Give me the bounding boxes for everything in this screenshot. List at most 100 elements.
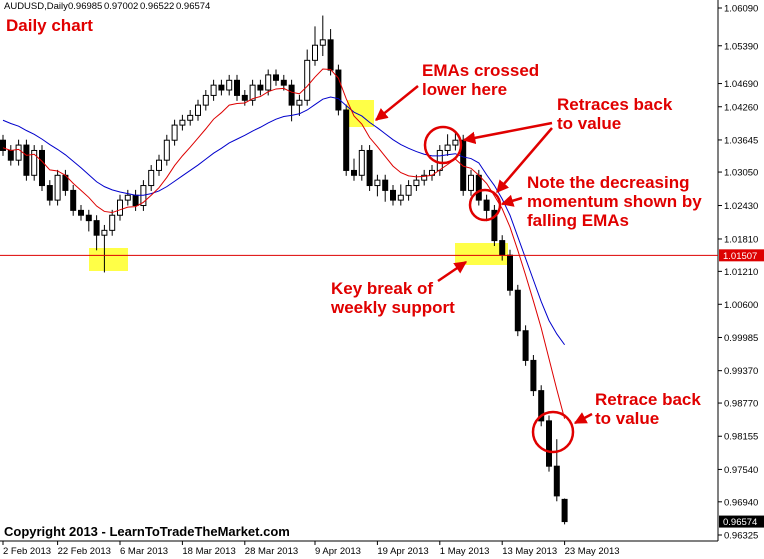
candle-body xyxy=(46,185,53,201)
y-tick-label: 0.99370 xyxy=(724,366,758,377)
candle-body xyxy=(202,94,209,106)
arrow xyxy=(573,412,593,425)
annotation: weekly support xyxy=(330,298,455,317)
circle xyxy=(468,188,502,222)
candle-body xyxy=(195,104,201,116)
y-tick-label: 1.00600 xyxy=(724,300,758,311)
candle-body xyxy=(23,144,30,176)
candle-body xyxy=(179,119,186,126)
candle-body xyxy=(561,498,568,523)
annotation: momentum shown by xyxy=(527,192,702,211)
y-tick-label: 1.05390 xyxy=(724,41,758,52)
x-tick-label: 19 Apr 2013 xyxy=(377,546,428,557)
y-tick-label: 0.96325 xyxy=(724,531,758,542)
header-high: 0.97002 xyxy=(104,1,138,12)
x-tick-label: 6 Mar 2013 xyxy=(120,546,168,557)
candle-body xyxy=(210,84,217,96)
candle-body xyxy=(124,194,131,201)
candle-body xyxy=(382,179,389,191)
plot-area xyxy=(0,15,568,525)
highlight xyxy=(89,248,128,271)
header-open: 0.96985 xyxy=(68,1,102,12)
candle-body xyxy=(249,84,256,101)
header-low: 0.96522 xyxy=(140,1,174,12)
candle-body xyxy=(327,39,334,71)
candle-body xyxy=(171,124,178,141)
candle-body xyxy=(241,94,248,101)
candle-body xyxy=(304,59,311,101)
annotation: to value xyxy=(595,409,659,428)
price-tag xyxy=(719,249,764,262)
candle-body xyxy=(475,174,482,201)
candle-body xyxy=(288,84,295,106)
candle-body xyxy=(538,390,545,422)
candle-body xyxy=(312,44,318,61)
candle-body xyxy=(109,214,116,231)
y-tick-label: 0.97540 xyxy=(724,465,758,476)
candle-body xyxy=(397,194,404,201)
candle-body xyxy=(522,330,529,361)
candle-body xyxy=(319,39,326,46)
y-tick-label: 1.02430 xyxy=(724,201,758,212)
x-tick-label: 13 May 2013 xyxy=(502,546,557,557)
x-tick-label: 2 Feb 2013 xyxy=(3,546,51,557)
x-tick-label: 22 Feb 2013 xyxy=(58,546,111,557)
candle-body xyxy=(7,149,14,161)
candle-body xyxy=(366,149,373,187)
arrow xyxy=(375,85,419,121)
annotation: lower here xyxy=(422,80,507,99)
y-tick-label: 1.01210 xyxy=(724,267,758,278)
highlight xyxy=(455,243,508,265)
annotation: Retrace back xyxy=(595,390,701,409)
candle-body xyxy=(530,359,537,392)
candle-body xyxy=(335,69,342,111)
candle-body xyxy=(148,169,155,187)
y-tick-label: 1.06090 xyxy=(724,3,758,14)
candle-body xyxy=(553,465,560,497)
candle-body xyxy=(70,189,77,211)
candle-body xyxy=(296,99,303,106)
candle-body xyxy=(273,74,279,81)
price-tag xyxy=(719,515,764,528)
chart-title: Daily chart xyxy=(6,16,93,35)
candle-body xyxy=(507,254,513,291)
candle-body xyxy=(358,149,365,176)
candle-body xyxy=(468,174,474,191)
y-tick-label: 0.98155 xyxy=(724,432,758,443)
candle-body xyxy=(132,194,139,207)
annotation: Key break of xyxy=(331,279,433,298)
x-tick-label: 1 May 2013 xyxy=(440,546,490,557)
arrow xyxy=(462,121,553,145)
candle-body xyxy=(31,149,38,176)
candle-body xyxy=(514,289,521,332)
candle-body xyxy=(234,79,240,96)
candle-body xyxy=(218,84,225,91)
candle-body xyxy=(156,159,162,171)
annotation: Note the decreasing xyxy=(527,173,690,192)
candle-body xyxy=(546,420,552,467)
candle-body xyxy=(421,174,428,181)
ema-line xyxy=(2,96,566,346)
y-tick-label: 1.03645 xyxy=(724,135,758,146)
arrow xyxy=(500,194,523,207)
candle-body xyxy=(265,74,272,91)
candle-body xyxy=(452,139,459,146)
header-close: 0.96574 xyxy=(176,1,210,12)
candle-body xyxy=(39,149,45,187)
candle-body xyxy=(187,114,194,121)
candle-body xyxy=(85,214,92,222)
y-tick-label: 0.99985 xyxy=(724,333,758,344)
candle-body xyxy=(163,139,170,161)
candle-body xyxy=(413,179,420,187)
candle-body xyxy=(491,209,498,242)
candle-body xyxy=(374,179,381,187)
annotation: falling EMAs xyxy=(527,211,629,230)
candle-body xyxy=(483,199,490,211)
y-tick-label: 1.04260 xyxy=(724,102,758,113)
candle-body xyxy=(101,229,108,236)
copyright: Copyright 2013 - LearnToTradeTheMarket.c… xyxy=(4,524,290,539)
x-tick-label: 9 Apr 2013 xyxy=(315,546,361,557)
candle-body xyxy=(226,79,233,91)
